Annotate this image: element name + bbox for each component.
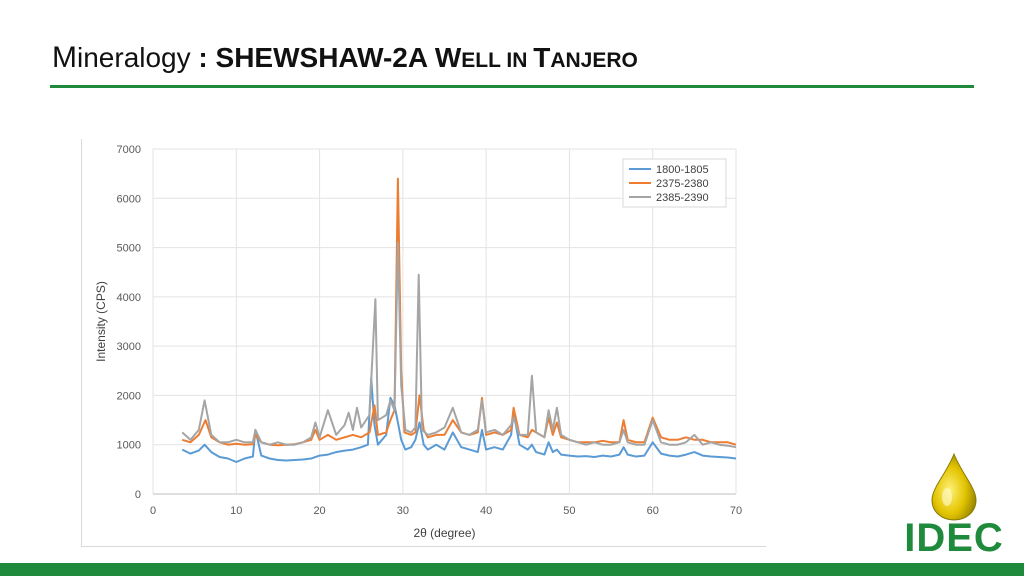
title-t: T [533,42,551,73]
x-tick-label: 40 [480,505,492,517]
idec-logo: IDEC [892,452,1016,564]
legend-label: 2375-2380 [656,178,709,190]
title-anjero: ANJERO [550,49,638,72]
title-separator: : [190,42,216,73]
x-tick-label: 70 [730,505,742,517]
chart-legend: 1800-1805 2375-2380 2385-2390 [622,158,727,208]
x-axis-title: 2θ (degree) [413,526,475,540]
x-tick-label: 60 [647,505,659,517]
y-tick-label: 1000 [117,440,141,452]
title-rest: ineralogy [77,42,191,73]
oil-drop-icon [931,452,977,521]
title-well-name: SHEWSHAW-2A [215,42,435,73]
x-tick-label: 50 [563,505,575,517]
series-line-2375-2380 [181,177,737,447]
legend-label: 1800-1805 [656,164,709,176]
y-tick-label: 4000 [117,292,141,304]
chart-frame [81,139,766,547]
legend-label: 2385-2390 [656,192,709,204]
x-tick-label: 0 [150,505,156,517]
footer-bar [0,563,1024,576]
page-title: Mineralogy : SHEWSHAW-2A WELL IN TANJERO [52,38,638,78]
title-underline [50,85,974,88]
y-tick-label: 7000 [117,144,141,156]
y-tick-label: 0 [135,489,141,501]
logo-text: IDEC [904,516,1004,560]
y-tick-label: 3000 [117,341,141,353]
title-first-letter: M [52,41,77,74]
title-w: W [434,42,462,73]
title-ell-in: ELL IN [461,49,534,72]
x-tick-label: 10 [230,505,242,517]
y-tick-label: 6000 [117,193,141,205]
y-axis-title: Intensity (CPS) [94,281,108,362]
xrd-line-chart: 0 1000 2000 3000 4000 5000 6000 7000 0 10 20 30 40 5… [94,144,742,540]
series-line-1800-1805 [181,377,737,463]
y-tick-label: 2000 [117,390,141,402]
series-line-2385-2390 [181,241,737,449]
x-tick-label: 30 [397,505,409,517]
y-tick-label: 5000 [117,243,141,255]
x-tick-label: 20 [313,505,325,517]
